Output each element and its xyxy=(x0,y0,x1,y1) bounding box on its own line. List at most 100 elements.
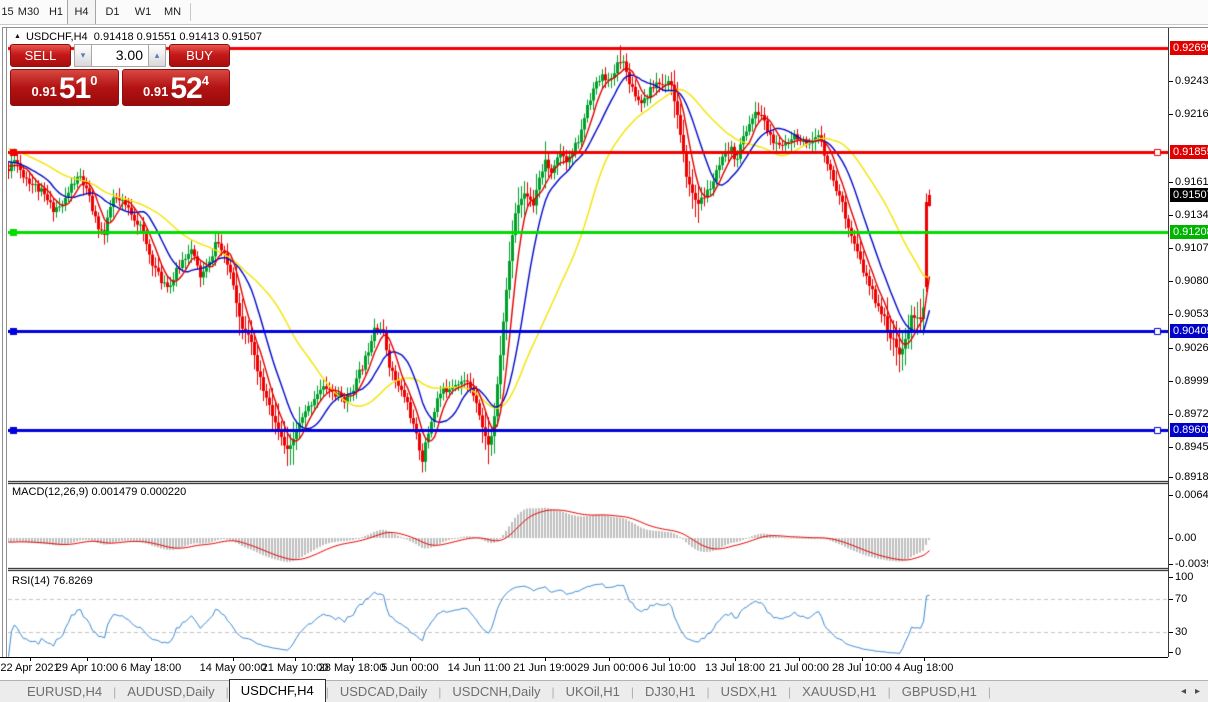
macd-tick-label-0.00: 0.00 xyxy=(1175,532,1197,544)
price-level-label-0.92699: 0.92699 xyxy=(1170,41,1208,55)
timeframe-button-H4[interactable]: H4 xyxy=(67,0,96,24)
chart-tab-USDCHF-H4[interactable]: USDCHF,H4 xyxy=(228,679,326,702)
tab-divider: | xyxy=(225,684,229,699)
volume-decrease-button[interactable]: ▾ xyxy=(74,44,92,67)
chart-canvas[interactable] xyxy=(8,28,1168,657)
macd-tick-label-0.00647: 0.00647 xyxy=(1175,489,1208,501)
chart-symbol: USDCHF,H4 xyxy=(25,31,88,43)
timeframe-button-MN[interactable]: MN xyxy=(163,6,182,18)
sell-price-sup: 0 xyxy=(90,73,98,88)
chart-tab-AUDUSD-Daily[interactable]: AUDUSD,Daily xyxy=(127,684,215,699)
chart-ohlc-values: 0.91418 0.91551 0.91413 0.91507 xyxy=(93,31,263,43)
time-tickmark xyxy=(609,658,610,661)
rsi-tick-tickmark xyxy=(1169,599,1173,600)
timeframe-button-W1[interactable]: W1 xyxy=(134,6,152,18)
rsi-tick-tickmark xyxy=(1169,577,1173,578)
time-tickmark xyxy=(87,658,88,661)
time-tickmark xyxy=(924,658,925,661)
price-level-label-0.89602: 0.89602 xyxy=(1170,423,1208,437)
timeframe-button-15[interactable]: 15 xyxy=(1,6,14,18)
rsi-tick-label-30: 30 xyxy=(1175,626,1188,638)
time-label: 28 Jul 10:00 xyxy=(832,662,892,674)
chart-tab-XAUUSD-H1[interactable]: XAUUSD,H1 xyxy=(802,684,877,699)
tab-divider: | xyxy=(113,684,117,699)
tab-divider: | xyxy=(987,684,991,699)
price-tick-tickmark xyxy=(1169,114,1173,115)
timeframe-button-D1[interactable]: D1 xyxy=(105,6,120,18)
time-tickmark xyxy=(545,658,546,661)
price-tick-tickmark xyxy=(1169,182,1173,183)
tab-divider: | xyxy=(551,684,555,699)
rsi-tick-label-100: 100 xyxy=(1175,571,1194,583)
tab-scroll-left-icon[interactable]: ◂ xyxy=(1180,686,1186,697)
time-label: 29 Apr 10:00 xyxy=(55,662,119,674)
tab-divider: | xyxy=(788,684,792,699)
buy-price-prefix: 0.91 xyxy=(143,84,169,99)
chart-window-border-left-inner xyxy=(6,27,7,679)
price-tick-tickmark xyxy=(1169,81,1173,82)
rsi-tick-tickmark xyxy=(1169,652,1173,653)
buy-price-box[interactable]: 0.91 52 4 xyxy=(122,69,230,106)
chart-tab-UKOil-H1[interactable]: UKOil,H1 xyxy=(565,684,620,699)
chart-tab-EURUSD-H4[interactable]: EURUSD,H4 xyxy=(27,684,103,699)
price-tick-tickmark xyxy=(1169,477,1173,478)
price-level-label-0.91208: 0.91208 xyxy=(1170,225,1208,239)
volume-input[interactable]: 3.00 xyxy=(92,44,148,67)
time-label: 14 May 00:00 xyxy=(199,662,267,674)
time-label: 13 Jul 18:00 xyxy=(705,662,765,674)
price-tick-tickmark xyxy=(1169,348,1173,349)
rsi-indicator-label: RSI(14) 76.8269 xyxy=(12,575,93,587)
chart-tab-USDX-H1[interactable]: USDX,H1 xyxy=(720,684,778,699)
price-tick-label-0.90805: 0.90805 xyxy=(1175,275,1208,287)
macd-tick-tickmark xyxy=(1169,564,1173,565)
price-tick-label-0.91615: 0.91615 xyxy=(1175,176,1208,188)
time-tickmark xyxy=(799,658,800,661)
tab-scroll-arrows: ◂ ▸ xyxy=(1172,686,1200,697)
tab-divider: | xyxy=(438,684,442,699)
price-tick-tickmark xyxy=(1169,447,1173,448)
time-label: 28 May 18:00 xyxy=(318,662,386,674)
price-tick-label-0.90265: 0.90265 xyxy=(1175,342,1208,354)
price-tick-label-0.90535: 0.90535 xyxy=(1175,308,1208,320)
tab-divider: | xyxy=(630,684,634,699)
time-label: 22 Apr 2021 xyxy=(0,662,60,674)
time-tickmark xyxy=(233,658,234,661)
macd-indicator-label: MACD(12,26,9) 0.001479 0.000220 xyxy=(12,486,187,498)
time-tickmark xyxy=(735,658,736,661)
price-tick-tickmark xyxy=(1169,314,1173,315)
price-tick-tickmark xyxy=(1169,414,1173,415)
collapse-arrow-icon[interactable]: ▲ xyxy=(14,33,21,40)
timeframe-button-H1[interactable]: H1 xyxy=(48,6,64,18)
sell-price-box[interactable]: 0.91 51 0 xyxy=(10,69,119,106)
timeframe-toolbar: 15 M30 H1 H4 D1 W1 MN xyxy=(0,0,1208,25)
price-tick-label-0.91345: 0.91345 xyxy=(1175,209,1208,221)
buy-button[interactable]: BUY xyxy=(169,44,230,67)
time-label: 21 May 10:00 xyxy=(261,662,329,674)
buy-price-sup: 4 xyxy=(201,73,209,88)
chart-tab-GBPUSD-H1[interactable]: GBPUSD,H1 xyxy=(901,684,977,699)
tab-divider: | xyxy=(887,684,891,699)
time-tickmark xyxy=(352,658,353,661)
timeframe-button-M30[interactable]: M30 xyxy=(17,6,40,18)
sell-price-big: 51 xyxy=(58,72,91,105)
chart-window-border-top xyxy=(2,27,1208,28)
time-tickmark xyxy=(151,658,152,661)
sell-button[interactable]: SELL xyxy=(10,44,71,67)
chart-tab-USDCAD-Daily[interactable]: USDCAD,Daily xyxy=(339,684,428,699)
chart-tab-DJ30-H1[interactable]: DJ30,H1 xyxy=(644,684,696,699)
tab-scroll-right-icon[interactable]: ▸ xyxy=(1194,686,1200,697)
rsi-tick-tickmark xyxy=(1169,632,1173,633)
time-tickmark xyxy=(479,658,480,661)
rsi-tick-label-70: 70 xyxy=(1175,593,1188,605)
chart-tab-USDCNH-Daily[interactable]: USDCNH,Daily xyxy=(452,684,541,699)
time-tickmark xyxy=(669,658,670,661)
time-label: 21 Jul 00:00 xyxy=(769,662,829,674)
volume-increase-button[interactable]: ▴ xyxy=(148,44,166,67)
price-tick-tickmark xyxy=(1169,215,1173,216)
